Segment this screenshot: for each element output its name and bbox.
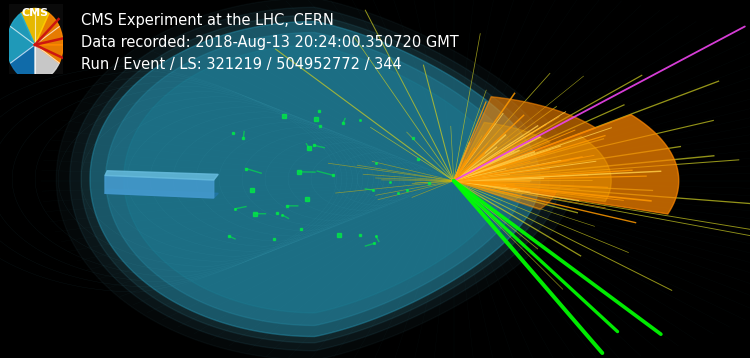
Wedge shape [35, 45, 63, 63]
Polygon shape [70, 7, 560, 351]
Polygon shape [454, 115, 679, 214]
Wedge shape [10, 45, 35, 81]
Polygon shape [106, 33, 524, 325]
Polygon shape [81, 15, 549, 343]
Polygon shape [90, 21, 540, 337]
Polygon shape [454, 181, 525, 200]
Wedge shape [35, 45, 59, 81]
Wedge shape [35, 13, 63, 45]
Text: Data recorded: 2018-Aug-13 20:24:00.350720 GMT: Data recorded: 2018-Aug-13 20:24:00.3507… [81, 35, 459, 50]
Text: Run / Event / LS: 321219 / 504952772 / 344: Run / Event / LS: 321219 / 504952772 / 3… [81, 57, 402, 72]
Polygon shape [105, 171, 218, 180]
Polygon shape [454, 181, 556, 209]
Polygon shape [454, 97, 596, 181]
Wedge shape [7, 13, 35, 63]
Wedge shape [21, 9, 49, 45]
Polygon shape [454, 137, 611, 202]
Text: CMS Experiment at the LHC, CERN: CMS Experiment at the LHC, CERN [81, 13, 334, 28]
Polygon shape [105, 175, 214, 198]
Polygon shape [454, 122, 550, 181]
Polygon shape [105, 189, 218, 198]
Polygon shape [124, 45, 506, 313]
Polygon shape [90, 21, 540, 337]
Text: CMS: CMS [21, 8, 49, 18]
